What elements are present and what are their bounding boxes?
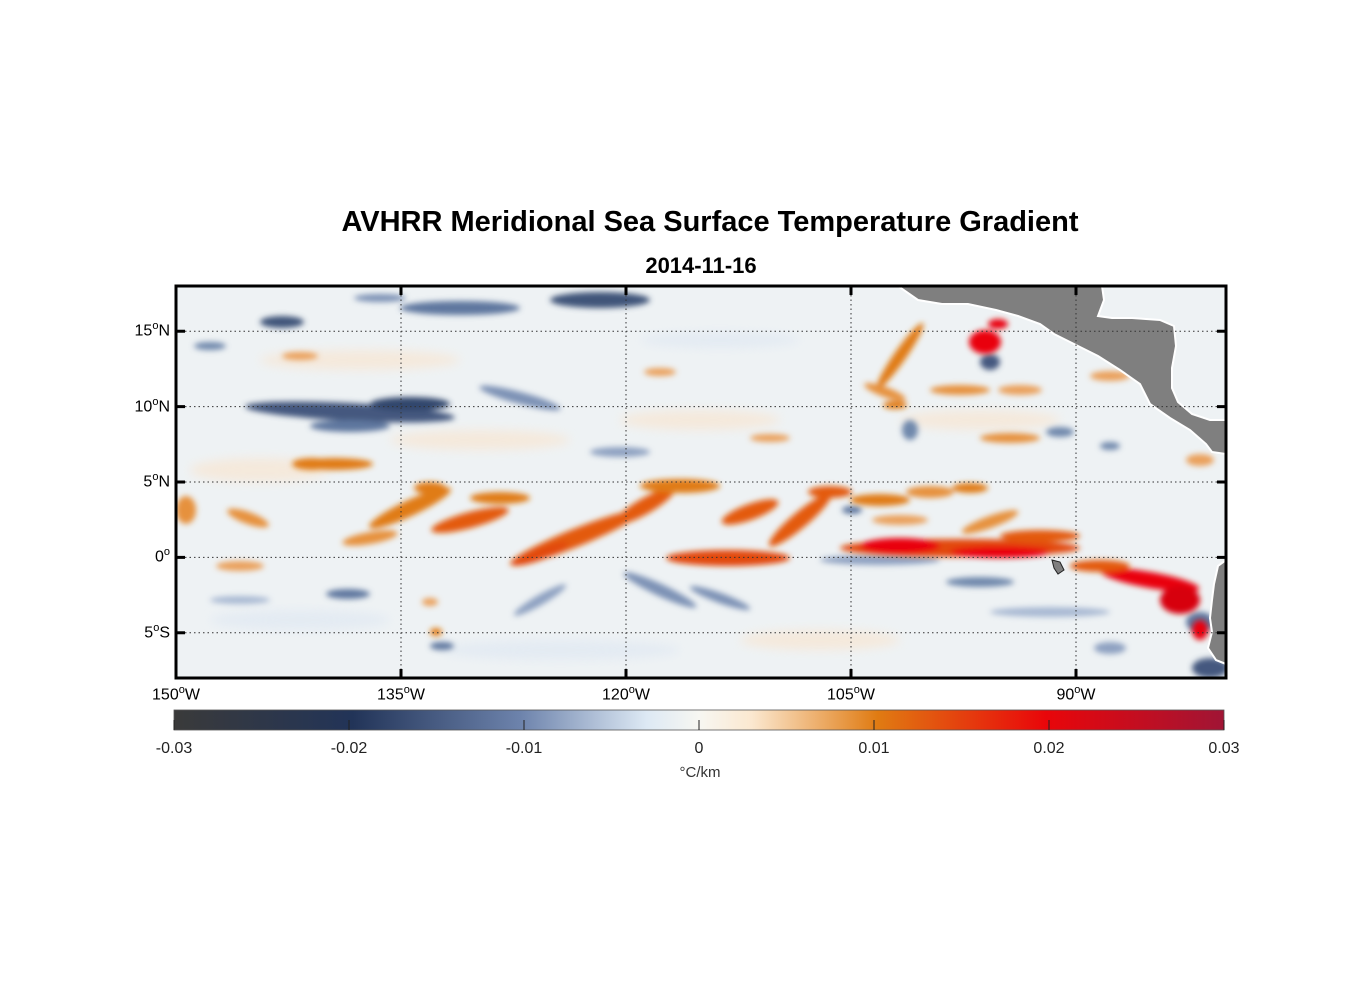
frame-ticks [174, 286, 1226, 678]
south-america-coast-land [1206, 558, 1226, 666]
colorbar-tick-label: 0 [694, 740, 704, 757]
background-texture [190, 332, 1060, 660]
positive-gradient-features [176, 319, 1214, 640]
colorbar-tick-label: 0.01 [858, 740, 890, 757]
longitude-label: 90oW [1056, 684, 1096, 704]
colorbar-tick-label: -0.02 [330, 740, 368, 757]
longitude-label: 135oW [377, 684, 425, 704]
map-title: AVHRR Meridional Sea Surface Temperature… [341, 206, 1079, 238]
galapagos-islands [1051, 559, 1065, 575]
colorbar-tick-label: -0.01 [505, 740, 543, 757]
longitude-label: 150oW [152, 684, 200, 704]
map-plot-area [176, 286, 1226, 678]
map-subtitle: 2014-11-16 [645, 253, 757, 278]
longitude-label: 120oW [602, 684, 650, 704]
longitude-label: 105oW [827, 684, 875, 704]
latitude-label: 5oS [144, 621, 170, 642]
land-masses [896, 286, 1226, 666]
latitude-label: 10oN [134, 395, 170, 415]
latitude-label: 5oN [143, 471, 170, 491]
colorbar-tick-label: -0.03 [155, 740, 193, 757]
colorbar-ticks [173, 720, 1225, 730]
latitude-label: 0o [154, 546, 170, 566]
central-america-land [896, 286, 1226, 456]
latitude-label: 15oN [134, 320, 170, 340]
colorbar-units: °C/km [679, 764, 721, 781]
colorbar-tick-label: 0.02 [1033, 740, 1065, 757]
colorbar-tick-label: 0.03 [1208, 740, 1240, 757]
